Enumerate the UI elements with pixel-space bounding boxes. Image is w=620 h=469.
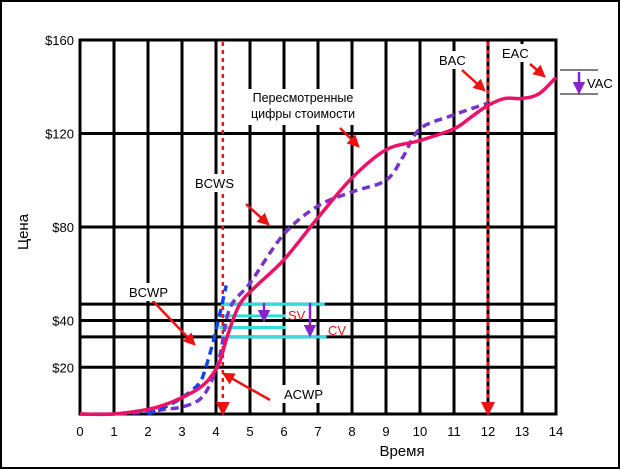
x-tick-label: 9	[382, 424, 389, 439]
y-tick-label: $40	[52, 314, 74, 329]
annotation-arrows	[151, 63, 586, 402]
x-tick-label: 3	[178, 424, 185, 439]
y-tick-label: $120	[45, 127, 74, 142]
bac-label: BAC	[439, 53, 466, 68]
acwp-label-bg	[282, 385, 330, 403]
vac-label: VAC	[587, 76, 613, 91]
x-tick-label: 4	[212, 424, 219, 439]
x-tick-labels: 0 1 2 3 4 5 6 7 8 9 10 11 12 13 14	[76, 424, 563, 439]
eac-label: EAC	[502, 46, 529, 61]
cv-label: CV	[328, 323, 346, 338]
reference-line-arrowhead	[215, 402, 230, 416]
bcws-arrow	[245, 203, 270, 226]
revised-cost-arrow	[339, 127, 360, 148]
x-tick-label: 8	[348, 424, 355, 439]
eac-label-bg	[501, 44, 533, 62]
revised-cost-label-line2: цифры стоимости	[251, 107, 355, 121]
series-layer	[79, 76, 558, 417]
x-axis-label: Время	[379, 443, 424, 460]
annotation-labels: BAC EAC VAC Пересмотренные цифры стоимос…	[126, 44, 618, 403]
x-tick-label: 7	[314, 424, 321, 439]
y-axis-label: Цена	[15, 213, 32, 250]
x-tick-label: 10	[413, 424, 427, 439]
bac-label-bg	[438, 51, 470, 69]
x-tick-label: 0	[76, 424, 83, 439]
plot-border	[78, 38, 558, 416]
bcwp-label-bg	[126, 283, 172, 301]
y-tick-label: $160	[45, 33, 74, 48]
x-tick-label: 5	[246, 424, 253, 439]
x-tick-label: 1	[110, 424, 117, 439]
y-tick-label: $80	[52, 220, 74, 235]
sv-label: SV	[288, 308, 306, 323]
bcwp-arrow	[151, 299, 196, 346]
vac-label-bg	[586, 74, 618, 92]
reference-line-arrowhead	[481, 402, 495, 416]
bcwp-label: BCWP	[129, 285, 168, 300]
x-tick-label: 2	[144, 424, 151, 439]
acwp-arrow	[221, 372, 271, 402]
bac-arrow	[461, 69, 486, 92]
red-reference-lines	[215, 42, 495, 416]
revised-cost-label-line1: Пересмотренные	[253, 91, 354, 105]
series-line-bcwp	[147, 285, 228, 416]
x-tick-label: 14	[549, 424, 563, 439]
x-tick-label: 11	[447, 424, 461, 439]
acwp-label: ACWP	[284, 387, 323, 402]
y-tick-label: $20	[52, 360, 74, 375]
y-tick-labels: $20 $40 $80 $120 $160	[45, 33, 74, 375]
bcws-label: BCWS	[195, 176, 234, 191]
x-tick-label: 12	[481, 424, 495, 439]
x-tick-label: 6	[280, 424, 287, 439]
revised-cost-label-bg	[240, 89, 367, 125]
series-line-revised-cost	[79, 76, 558, 417]
bcws-label-bg	[192, 174, 238, 192]
x-tick-label: 13	[515, 424, 529, 439]
eac-arrow	[529, 63, 546, 78]
